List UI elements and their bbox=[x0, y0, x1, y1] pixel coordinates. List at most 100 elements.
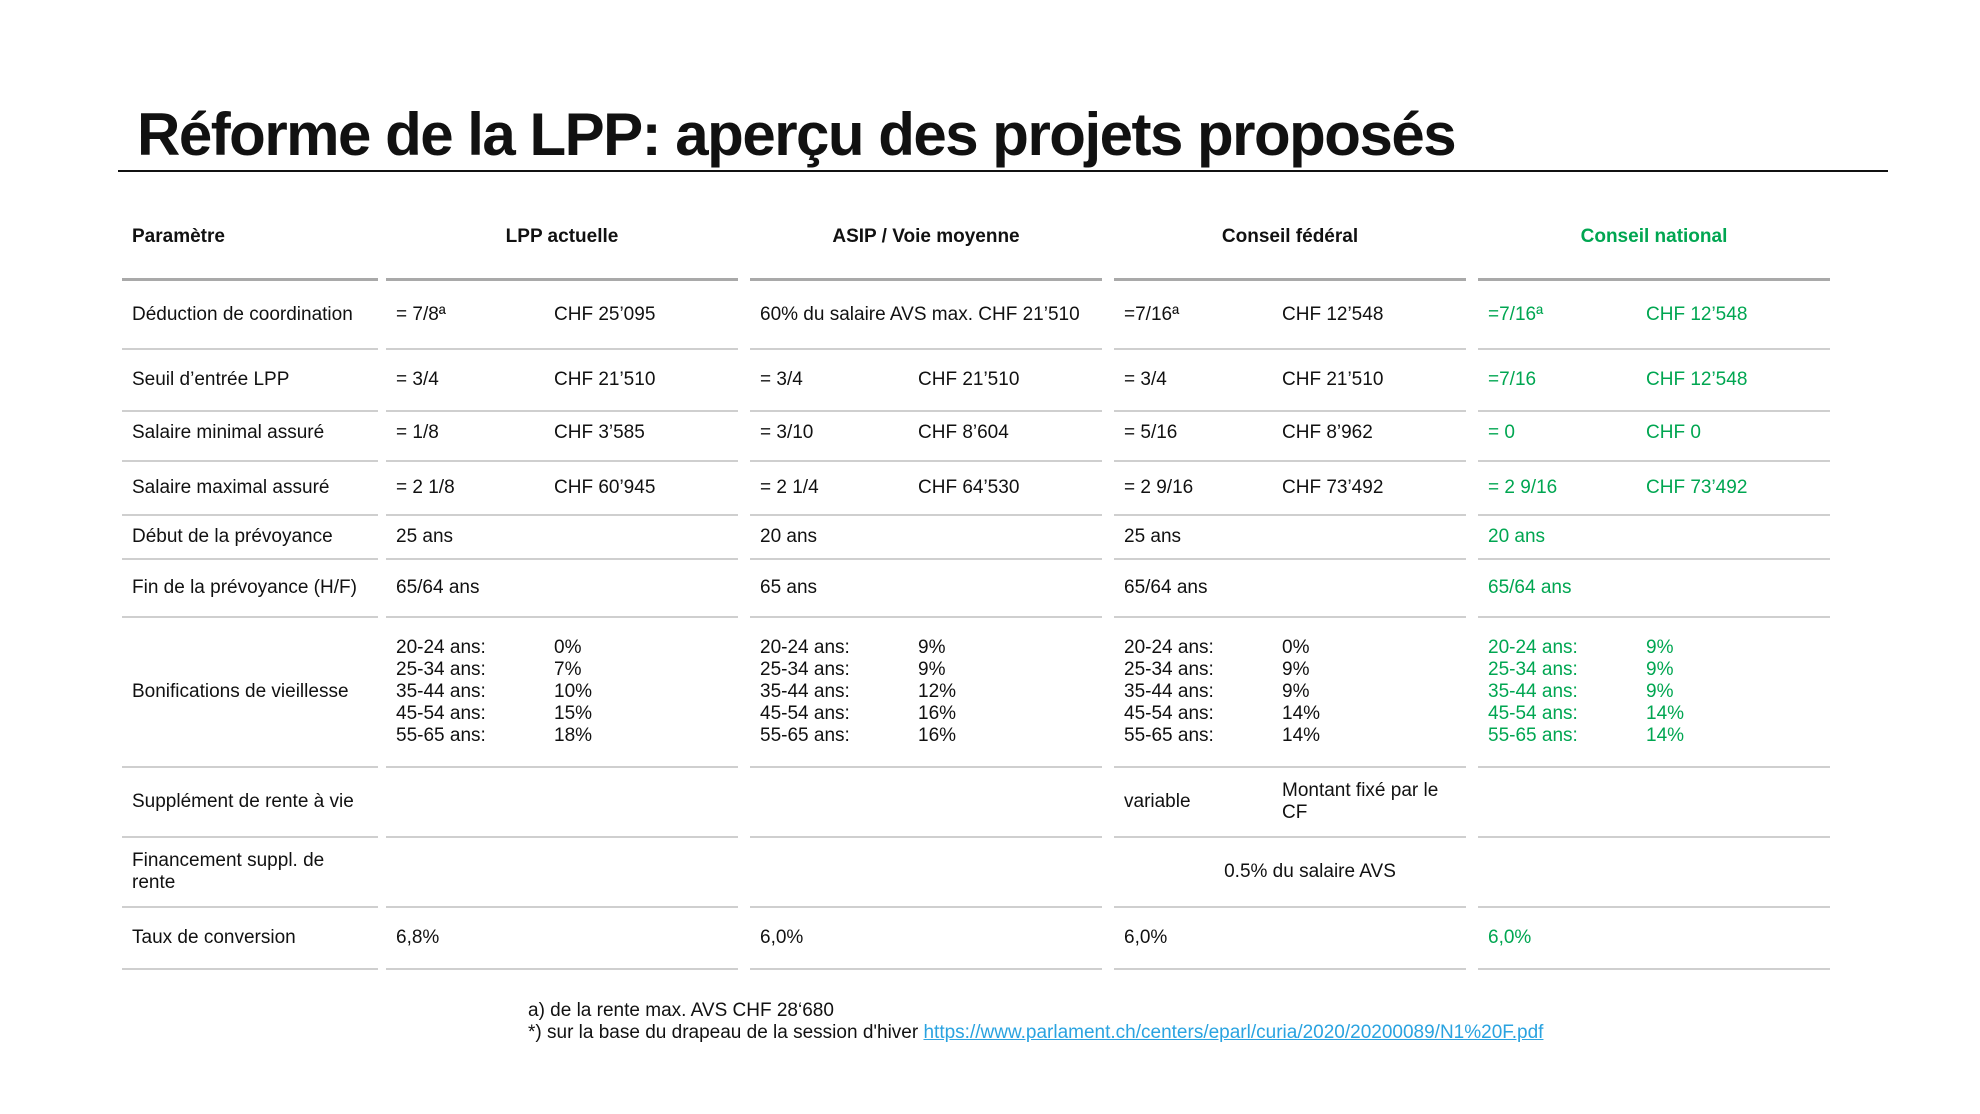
cell-cn: 65/64 ans bbox=[1488, 577, 1572, 598]
source-link[interactable]: https://www.parlament.ch/centers/eparl/c… bbox=[923, 1022, 1544, 1043]
table-row: Déduction de coordination = 7/8ª CHF 25’… bbox=[122, 282, 1834, 348]
age-bracket: 55-65 ans: bbox=[396, 725, 486, 746]
age-bracket: 35-44 ans: bbox=[1488, 681, 1578, 702]
row-divider bbox=[1478, 836, 1830, 838]
age-bracket: 20-24 ans: bbox=[1488, 637, 1578, 658]
row-divider bbox=[750, 558, 1102, 560]
row-divider bbox=[386, 460, 738, 462]
cell-lpp-rates: 0% 7% 10% 15% 18% bbox=[544, 618, 738, 766]
cell-cn-amount: CHF 12’548 bbox=[1646, 304, 1748, 325]
cell-cn: 6,0% bbox=[1488, 927, 1532, 948]
age-bracket: 35-44 ans: bbox=[1124, 681, 1214, 702]
row-divider bbox=[1114, 836, 1466, 838]
rate-value: 16% bbox=[918, 725, 957, 746]
row-divider bbox=[386, 558, 738, 560]
rate-value: 14% bbox=[1646, 703, 1685, 724]
footnotes: a) de la rente max. AVS CHF 28‘680 *) su… bbox=[528, 1000, 1543, 1044]
table-row: Salaire minimal assuré = 1/8 CHF 3’585 =… bbox=[122, 412, 1834, 454]
title-underline bbox=[118, 170, 1888, 172]
rate-value: 0% bbox=[1282, 637, 1310, 658]
age-bracket: 55-65 ans: bbox=[760, 725, 850, 746]
rate-value: 10% bbox=[554, 681, 593, 702]
rate-value: 14% bbox=[1646, 725, 1685, 746]
row-divider bbox=[122, 766, 378, 768]
table-row: Bonifications de vieillesse 20-24 ans: 2… bbox=[122, 618, 1834, 766]
age-bracket: 35-44 ans: bbox=[396, 681, 486, 702]
row-divider bbox=[1114, 968, 1466, 970]
row-label: Fin de la prévoyance (H/F) bbox=[132, 577, 357, 598]
row-label: Bonifications de vieillesse bbox=[132, 681, 349, 702]
age-bracket: 45-54 ans: bbox=[396, 703, 486, 724]
cell-cf-amount: CHF 12’548 bbox=[1282, 304, 1384, 325]
cell-cn-rates: 9% 9% 9% 14% 14% bbox=[1636, 618, 1830, 766]
row-divider bbox=[1114, 906, 1466, 908]
row-divider bbox=[1478, 616, 1830, 618]
cell-asip-fraction: = 3/10 bbox=[760, 422, 814, 443]
rate-value: 16% bbox=[918, 703, 957, 724]
age-bracket: 25-34 ans: bbox=[1124, 659, 1214, 680]
row-divider bbox=[122, 514, 378, 516]
rate-value: 12% bbox=[918, 681, 957, 702]
age-bracket: 55-65 ans: bbox=[1124, 725, 1214, 746]
row-divider bbox=[386, 906, 738, 908]
row-label: Taux de conversion bbox=[132, 927, 296, 948]
row-divider bbox=[1478, 968, 1830, 970]
page-title: Réforme de la LPP: aperçu des projets pr… bbox=[137, 101, 1457, 168]
cell-asip-amount: CHF 64’530 bbox=[918, 477, 1020, 498]
cell-cn-amount: CHF 0 bbox=[1646, 422, 1701, 443]
cell-cf-type: variable bbox=[1124, 791, 1191, 812]
cell-lpp: 25 ans bbox=[396, 526, 454, 547]
table-row: Financement suppl. de rente 0.5% du sala… bbox=[122, 838, 1834, 906]
cell-lpp-fraction: = 1/8 bbox=[396, 422, 439, 443]
cell-cn-fraction: = 0 bbox=[1488, 422, 1515, 443]
table-row: Début de la prévoyance 25 ans 20 ans 25 … bbox=[122, 516, 1834, 558]
cell-lpp-ages: 20-24 ans: 25-34 ans: 35-44 ans: 45-54 a… bbox=[386, 618, 544, 766]
row-divider bbox=[750, 968, 1102, 970]
row-divider bbox=[122, 968, 378, 970]
row-label: Début de la prévoyance bbox=[132, 526, 333, 547]
cell-asip-rates: 9% 9% 12% 16% 16% bbox=[908, 618, 1102, 766]
row-divider bbox=[750, 906, 1102, 908]
header-param: Paramètre bbox=[132, 226, 225, 247]
rate-value: 0% bbox=[554, 637, 582, 658]
table-row: Salaire maximal assuré = 2 1/8 CHF 60’94… bbox=[122, 462, 1834, 514]
row-divider bbox=[1114, 766, 1466, 768]
row-divider bbox=[1114, 616, 1466, 618]
row-label: Salaire maximal assuré bbox=[132, 477, 330, 498]
row-divider bbox=[750, 460, 1102, 462]
footnote-b-text: *) sur la base du drapeau de la session … bbox=[528, 1022, 924, 1043]
header-divider bbox=[1478, 278, 1830, 281]
age-bracket: 55-65 ans: bbox=[1488, 725, 1578, 746]
table-row: Supplément de rente à vie variable Monta… bbox=[122, 768, 1834, 836]
rate-value: 18% bbox=[554, 725, 593, 746]
row-divider bbox=[386, 514, 738, 516]
rate-value: 14% bbox=[1282, 703, 1321, 724]
cell-cf: 25 ans bbox=[1124, 526, 1182, 547]
age-bracket: 20-24 ans: bbox=[1124, 637, 1214, 658]
age-bracket: 25-34 ans: bbox=[1488, 659, 1578, 680]
row-divider bbox=[1478, 766, 1830, 768]
cell-cf-amount: CHF 8’962 bbox=[1282, 422, 1373, 443]
header-divider bbox=[386, 278, 738, 281]
row-divider bbox=[386, 616, 738, 618]
cell-lpp-amount: CHF 3’585 bbox=[554, 422, 645, 443]
row-divider bbox=[122, 616, 378, 618]
cell-asip-fraction: = 3/4 bbox=[760, 369, 803, 390]
table-header-row: Paramètre LPP actuelle ASIP / Voie moyen… bbox=[122, 206, 1834, 268]
row-divider bbox=[1478, 348, 1830, 350]
row-divider bbox=[750, 348, 1102, 350]
footnote-a: a) de la rente max. AVS CHF 28‘680 bbox=[528, 1000, 834, 1021]
cell-asip-amount: CHF 21’510 bbox=[918, 369, 1020, 390]
cell-asip: 60% du salaire AVS max. CHF 21’510 bbox=[760, 304, 1080, 325]
cell-cn-fraction: = 2 9/16 bbox=[1488, 477, 1558, 498]
cell-cf-ages: 20-24 ans: 25-34 ans: 35-44 ans: 45-54 a… bbox=[1114, 618, 1272, 766]
age-bracket: 45-54 ans: bbox=[1488, 703, 1578, 724]
row-divider bbox=[386, 348, 738, 350]
cell-cn: 20 ans bbox=[1488, 526, 1546, 547]
cell-lpp-fraction: = 7/8ª bbox=[396, 304, 446, 325]
row-divider bbox=[750, 410, 1102, 412]
row-divider bbox=[1114, 558, 1466, 560]
cell-cf-fraction: = 2 9/16 bbox=[1124, 477, 1194, 498]
row-divider bbox=[750, 514, 1102, 516]
age-bracket: 25-34 ans: bbox=[396, 659, 486, 680]
